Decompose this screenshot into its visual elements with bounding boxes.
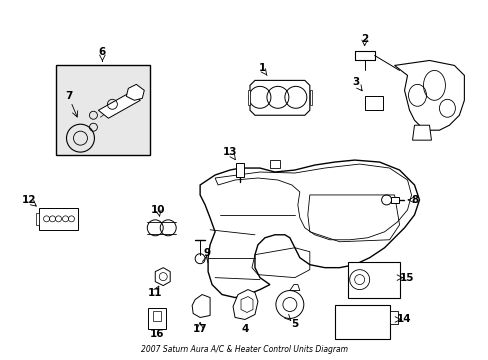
Polygon shape [249,80,309,115]
Text: 13: 13 [223,147,237,157]
Bar [236,163,244,177]
Bar [364,96,382,110]
Text: 17: 17 [192,324,207,334]
Text: 16: 16 [150,329,164,339]
Text: 8: 8 [410,195,417,205]
Text: 14: 14 [396,314,411,324]
Text: 6: 6 [99,48,106,58]
Text: 12: 12 [21,195,36,205]
Polygon shape [155,268,170,285]
Polygon shape [98,92,140,118]
Polygon shape [126,84,144,100]
Text: 11: 11 [148,288,162,298]
Text: 3: 3 [351,77,359,87]
Text: 15: 15 [400,273,414,283]
Polygon shape [200,160,419,298]
Circle shape [275,291,303,319]
Polygon shape [247,90,249,105]
Text: 9: 9 [203,248,210,258]
Text: 7: 7 [65,91,72,101]
Bar [153,311,161,321]
Polygon shape [394,60,464,130]
Text: 10: 10 [151,205,165,215]
Text: 1: 1 [258,63,265,73]
Bar [56,66,150,155]
Bar [347,262,399,298]
Bar [390,197,398,203]
Bar [334,305,389,339]
Text: 2: 2 [360,33,367,44]
Polygon shape [309,90,311,105]
Text: 4: 4 [241,324,248,334]
Bar [39,208,78,230]
Polygon shape [36,213,39,225]
Polygon shape [412,125,430,140]
Polygon shape [233,289,258,319]
Bar [148,307,166,329]
Text: 2007 Saturn Aura A/C & Heater Control Units Diagram: 2007 Saturn Aura A/C & Heater Control Un… [140,345,347,354]
Polygon shape [389,311,397,324]
Text: 5: 5 [291,319,298,329]
Polygon shape [192,294,210,318]
